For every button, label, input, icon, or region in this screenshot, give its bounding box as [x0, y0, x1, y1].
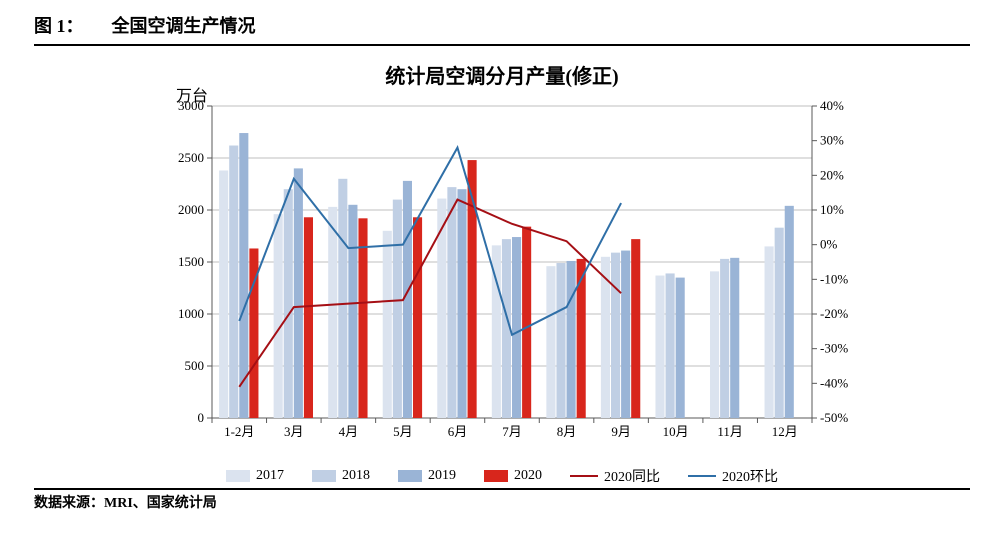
svg-text:3月: 3月 [284, 424, 304, 439]
svg-text:-30%: -30% [820, 341, 848, 356]
legend-item: 2018 [312, 466, 370, 486]
figure-title: 全国空调生产情况 [112, 12, 256, 38]
svg-text:-20%: -20% [820, 306, 848, 321]
svg-text:9月: 9月 [611, 424, 631, 439]
legend-label: 2019 [428, 468, 456, 484]
data-source: 数据来源：MRI、国家统计局 [34, 492, 970, 512]
svg-text:0%: 0% [820, 237, 838, 252]
legend-item: 2019 [398, 466, 456, 486]
divider-top [34, 44, 970, 46]
figure-number: 图 1： [34, 12, 84, 38]
chart-container: 统计局空调分月产量(修正) 万台 05001000150020002500300… [122, 56, 882, 486]
svg-text:10月: 10月 [663, 424, 689, 439]
legend-item: 2020环比 [688, 466, 778, 486]
legend-item: 2020 [484, 466, 542, 486]
svg-text:1-2月: 1-2月 [224, 424, 254, 439]
legend-item: 2020同比 [570, 466, 660, 486]
legend-item: 2017 [226, 466, 284, 486]
svg-text:12月: 12月 [772, 424, 798, 439]
legend-swatch [688, 475, 716, 477]
legend-swatch [312, 470, 336, 482]
legend-label: 2020环比 [722, 466, 778, 486]
svg-text:-50%: -50% [820, 410, 848, 425]
svg-text:3000: 3000 [178, 98, 204, 113]
svg-text:7月: 7月 [502, 424, 522, 439]
svg-text:4月: 4月 [339, 424, 359, 439]
legend-swatch [484, 470, 508, 482]
svg-text:10%: 10% [820, 202, 844, 217]
svg-text:6月: 6月 [448, 424, 468, 439]
legend-label: 2017 [256, 468, 284, 484]
legend-swatch [398, 470, 422, 482]
legend-label: 2018 [342, 468, 370, 484]
svg-text:1000: 1000 [178, 306, 204, 321]
svg-text:8月: 8月 [557, 424, 577, 439]
svg-text:2500: 2500 [178, 150, 204, 165]
legend-swatch [570, 475, 598, 477]
legend-swatch [226, 470, 250, 482]
chart-svg: 0 500 1000 1500 2000 2500 3000 -50% -40% -30% -20%… [122, 56, 882, 456]
legend-label: 2020 [514, 468, 542, 484]
legend-label: 2020同比 [604, 466, 660, 486]
svg-text:2000: 2000 [178, 202, 204, 217]
svg-text:0: 0 [198, 410, 205, 425]
svg-text:5月: 5月 [393, 424, 413, 439]
svg-text:500: 500 [185, 358, 205, 373]
svg-text:-10%: -10% [820, 271, 848, 286]
svg-text:20%: 20% [820, 167, 844, 182]
svg-text:1500: 1500 [178, 254, 204, 269]
svg-text:30%: 30% [820, 133, 844, 148]
svg-text:40%: 40% [820, 98, 844, 113]
svg-text:-40%: -40% [820, 375, 848, 390]
divider-bottom [34, 488, 970, 490]
svg-text:11月: 11月 [717, 424, 743, 439]
chart-legend: 2017 2018 2019 2020 2020同比 2020环比 [122, 466, 882, 486]
